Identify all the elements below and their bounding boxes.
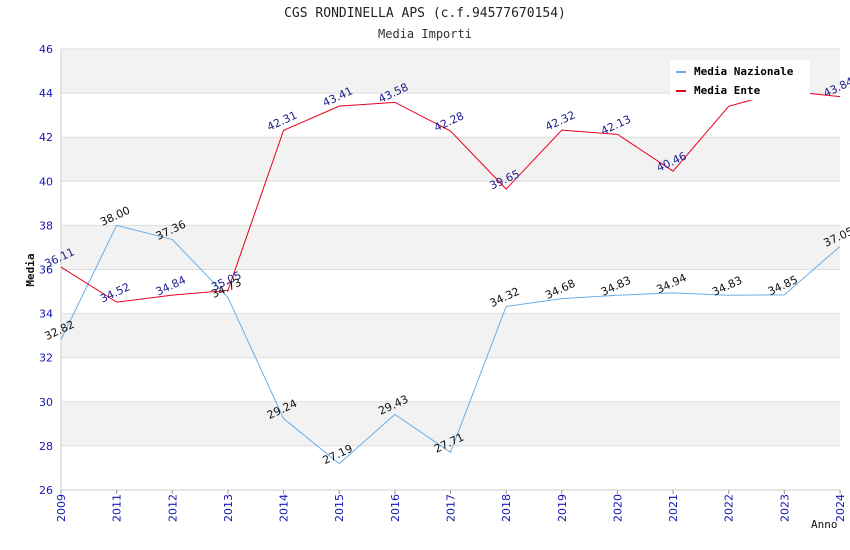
y-tick-label: 44 (39, 87, 53, 100)
grid-band (61, 401, 840, 446)
legend-label-media-ente: Media Ente (694, 84, 761, 97)
y-tick-label: 42 (39, 131, 53, 144)
y-tick-labels: 26 28 30 32 34 36 38 40 42 44 46 (39, 43, 53, 497)
x-tick-label: 2013 (222, 494, 235, 522)
x-axis-label: Anno (811, 518, 838, 531)
x-tick-label: 2012 (166, 494, 179, 522)
y-tick-label: 30 (39, 396, 53, 409)
y-tick-label: 38 (39, 219, 53, 232)
y-axis-label: Media (24, 253, 37, 286)
chart-title: CGS RONDINELLA APS (c.f.94577670154) (284, 6, 566, 21)
x-tick-label: 2022 (723, 494, 736, 522)
legend: Media Nazionale Media Ente (670, 60, 810, 100)
legend-box (670, 60, 810, 100)
x-tick-label: 2024 (834, 494, 847, 522)
x-tick-label: 2019 (556, 494, 569, 522)
series-line-media-nazionale (60, 224, 841, 465)
x-tick-label: 2009 (55, 494, 68, 522)
data-label: 42.32 (543, 108, 577, 133)
x-tick-label: 2016 (389, 494, 402, 522)
data-label: 34.32 (488, 285, 522, 310)
data-label: 42.31 (265, 109, 299, 134)
grid-band (61, 313, 840, 358)
x-tick-label: 2011 (111, 494, 124, 522)
x-tick-label: 2021 (667, 494, 680, 522)
x-tick-label: 2014 (278, 494, 291, 522)
x-tick-label: 2017 (445, 494, 458, 522)
grid-band (61, 137, 840, 182)
axes (60, 49, 841, 494)
x-tick-label: 2015 (333, 494, 346, 522)
legend-label-media-nazionale: Media Nazionale (694, 65, 794, 78)
x-tick-label: 2018 (500, 494, 513, 522)
chart-subtitle: Media Importi (378, 27, 472, 41)
y-tick-label: 34 (39, 308, 53, 321)
y-tick-label: 40 (39, 175, 53, 188)
y-tick-label: 36 (39, 264, 53, 277)
y-tick-label: 28 (39, 440, 53, 453)
y-tick-label: 32 (39, 352, 53, 365)
x-tick-labels: 2009 2011 2012 2013 2014 2015 2016 2017 2018 2019… (55, 494, 847, 522)
x-tick-label: 2023 (778, 494, 791, 522)
y-tick-label: 26 (39, 484, 53, 497)
series-lines (60, 90, 841, 465)
x-tick-label: 2020 (611, 494, 624, 522)
y-tick-label: 46 (39, 43, 53, 56)
grid-band (61, 225, 840, 270)
series-line-media-ente (60, 90, 841, 303)
grid-bands (61, 49, 840, 446)
